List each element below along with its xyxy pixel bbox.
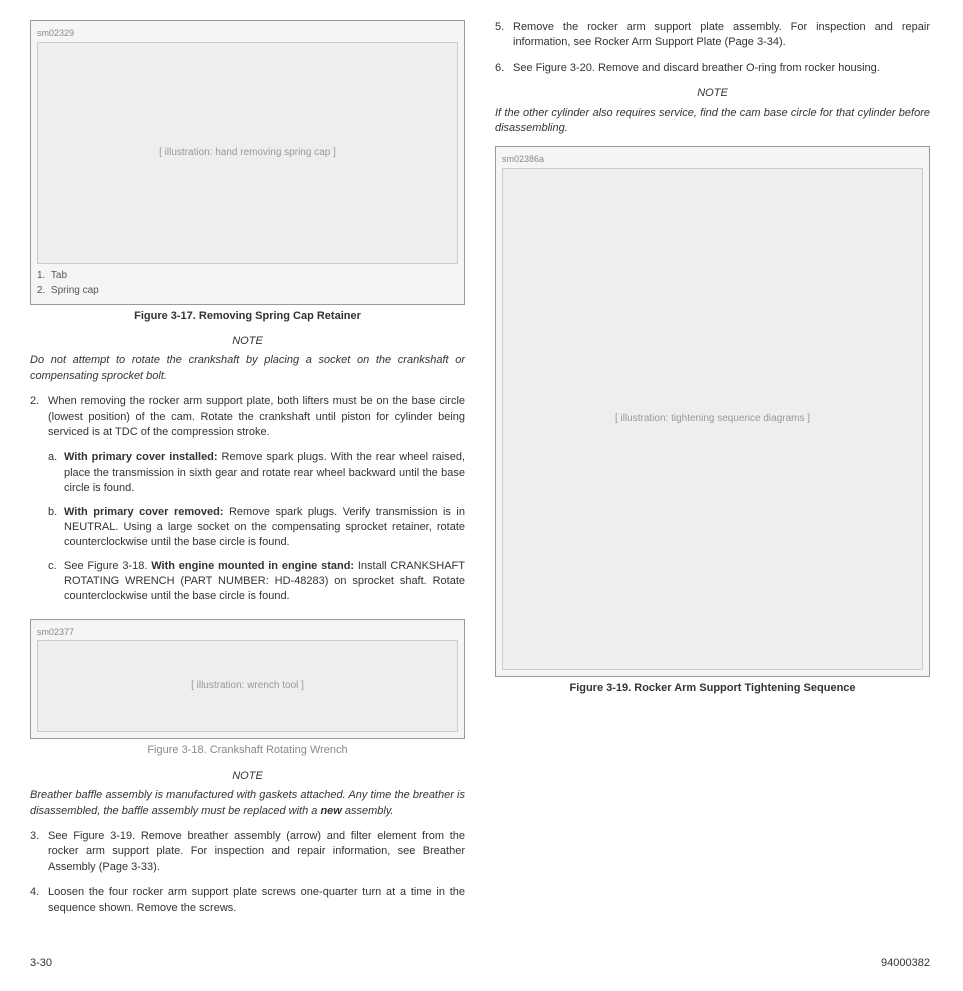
note-text: Do not attempt to rotate the crankshaft … xyxy=(30,353,465,384)
page-footer: 3-30 94000382 xyxy=(30,956,930,971)
note-label: NOTE xyxy=(30,769,465,784)
step-3: 3. See Figure 3-19. Remove breather asse… xyxy=(30,829,465,875)
figure-caption: Figure 3-17. Removing Spring Cap Retaine… xyxy=(30,309,465,324)
substep-a: a. With primary cover installed: Remove … xyxy=(48,450,465,496)
figure-placeholder: [ illustration: tightening sequence diag… xyxy=(502,168,923,670)
substep-b: b. With primary cover removed: Remove sp… xyxy=(48,505,465,551)
note-label: NOTE xyxy=(495,86,930,101)
figure-3-18: sm02377 [ illustration: wrench tool ] xyxy=(30,619,465,740)
step-6: 6. See Figure 3-20. Remove and discard b… xyxy=(495,61,930,76)
substep-c: c. See Figure 3-18. With engine mounted … xyxy=(48,559,465,605)
note-label: NOTE xyxy=(30,334,465,349)
figure-code: sm02377 xyxy=(37,626,458,639)
figure-caption: Figure 3-18. Crankshaft Rotating Wrench xyxy=(30,743,465,758)
figure-legend: 1. Tab 2. Spring cap xyxy=(37,268,458,298)
step-2: 2. When removing the rocker arm support … xyxy=(30,394,465,440)
figure-3-19: sm02386a [ illustration: tightening sequ… xyxy=(495,146,930,677)
doc-number: 94000382 xyxy=(881,956,930,971)
figure-code: sm02329 xyxy=(37,27,458,40)
step-5: 5. Remove the rocker arm support plate a… xyxy=(495,20,930,51)
note-text: If the other cylinder also requires serv… xyxy=(495,106,930,137)
page-number: 3-30 xyxy=(30,956,52,971)
step-4: 4. Loosen the four rocker arm support pl… xyxy=(30,885,465,916)
figure-placeholder: [ illustration: wrench tool ] xyxy=(37,640,458,732)
figure-3-17: sm02329 [ illustration: hand removing sp… xyxy=(30,20,465,305)
figure-placeholder: [ illustration: hand removing spring cap… xyxy=(37,42,458,264)
figure-code: sm02386a xyxy=(502,153,923,166)
figure-caption: Figure 3-19. Rocker Arm Support Tighteni… xyxy=(495,681,930,696)
note-text: Breather baffle assembly is manufactured… xyxy=(30,788,465,819)
